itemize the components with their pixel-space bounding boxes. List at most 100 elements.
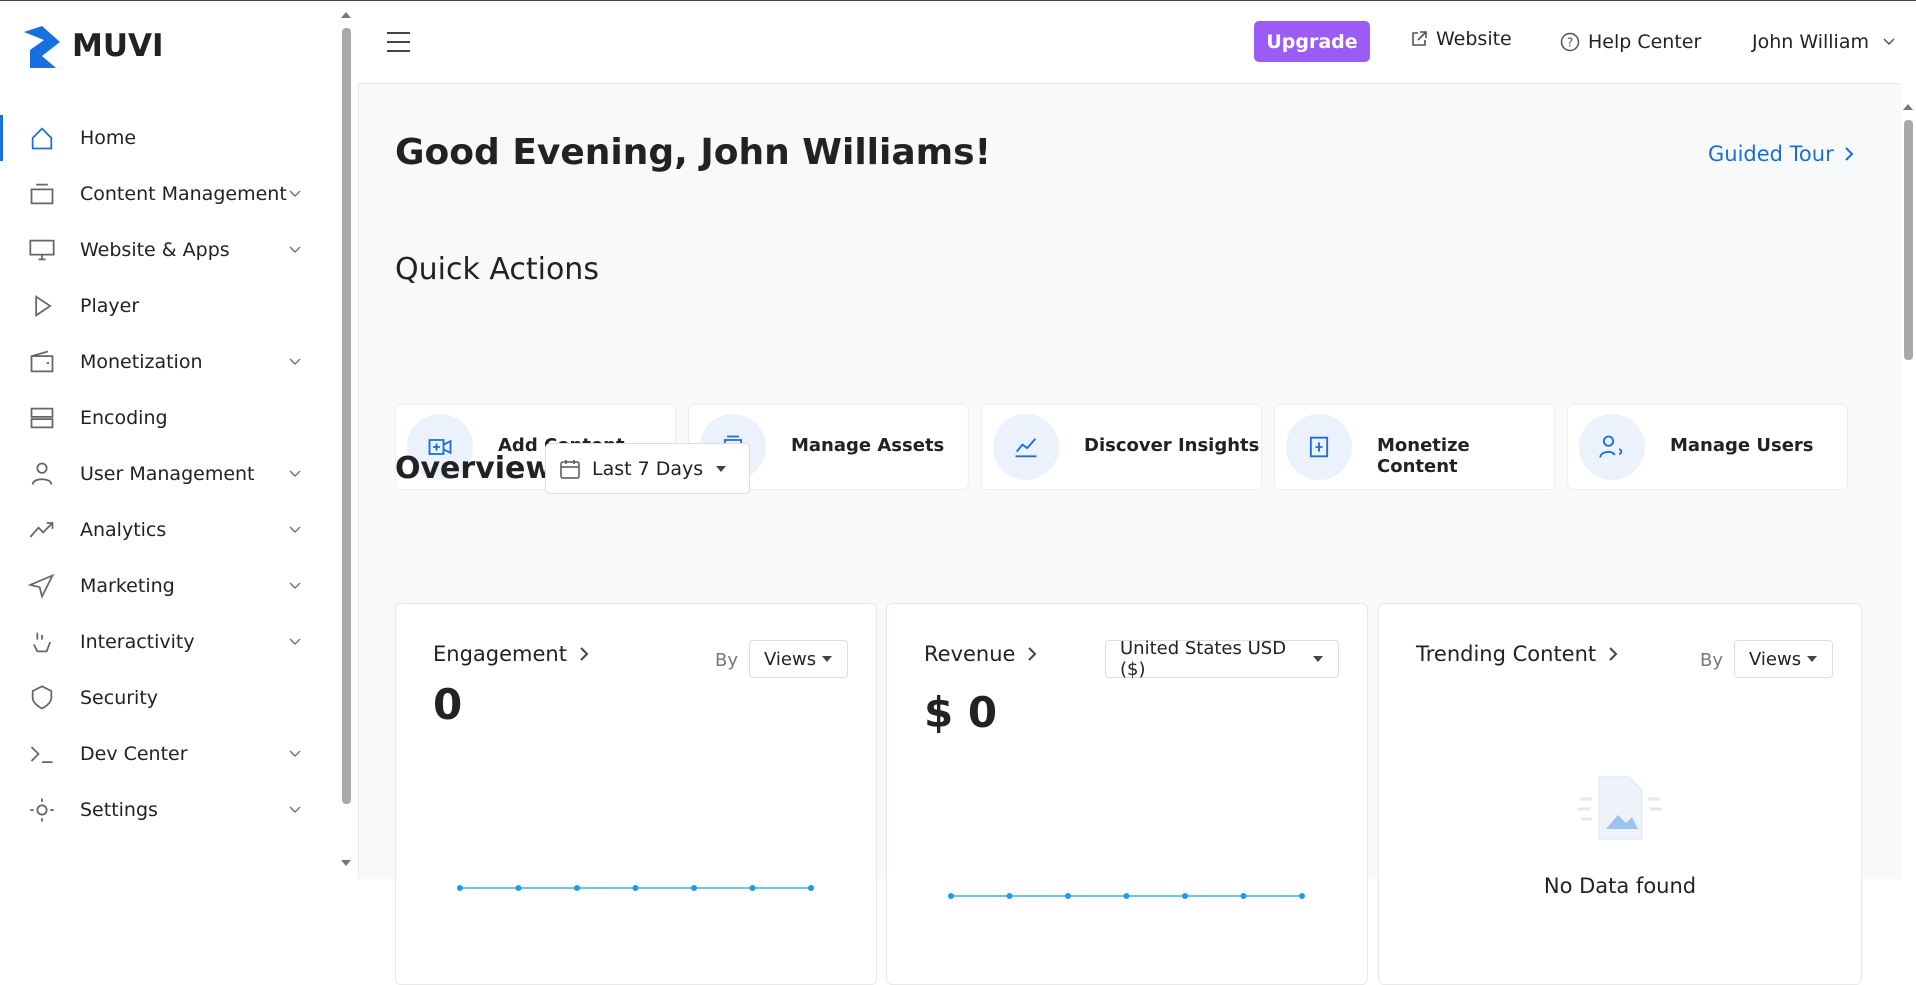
- nav-item[interactable]: Home: [0, 113, 330, 163]
- quick-action-card[interactable]: Manage Users: [1567, 404, 1848, 490]
- glyph-path: [1599, 435, 1623, 458]
- nav-item[interactable]: Security: [0, 673, 330, 723]
- quick-action-label: Manage Assets: [791, 435, 945, 456]
- trend-point: [749, 885, 756, 891]
- nav-item[interactable]: Analytics: [0, 505, 330, 555]
- help-text: Help Center: [1588, 31, 1702, 53]
- nav-icon-path: [30, 350, 54, 373]
- trend-chart: [948, 893, 1305, 899]
- trend-point: [1299, 893, 1305, 899]
- upgrade-button[interactable]: Upgrade: [1254, 21, 1370, 62]
- nav-icon: [29, 239, 55, 261]
- glyph-path: [1309, 436, 1329, 458]
- by-label: By: [715, 650, 739, 671]
- nav-label: Dev Center: [80, 743, 188, 765]
- card-title-link[interactable]: Engagement: [433, 642, 589, 666]
- quick-action-icon: [1579, 414, 1645, 480]
- mountain: [1606, 815, 1638, 829]
- nav-label: Website & Apps: [80, 239, 230, 261]
- trend-point: [691, 885, 697, 891]
- nav-icon: [31, 462, 53, 485]
- nav-icon-path: [31, 685, 53, 710]
- trend-point: [1123, 893, 1130, 899]
- nav-label: Player: [80, 295, 140, 317]
- nav-chevron: [289, 190, 301, 198]
- sidebar-scrollbar[interactable]: [340, 8, 352, 870]
- card-select[interactable]: Views: [749, 640, 848, 678]
- card-title: Engagement: [433, 642, 567, 666]
- main-scrollbar[interactable]: [1900, 96, 1916, 878]
- glyph-path: [1015, 438, 1037, 458]
- chevron-path: [289, 638, 301, 646]
- select-arrow: [1807, 656, 1817, 662]
- nav-chevron: [289, 526, 301, 534]
- nav-icon-path: [30, 746, 53, 764]
- nav-icon-path: [30, 407, 54, 429]
- chevron-path: [289, 806, 301, 814]
- nav-label: Monetization: [80, 351, 203, 373]
- nav-label: Content Management: [80, 183, 287, 205]
- arrow-path: [822, 656, 832, 662]
- quick-action-glyph: [1599, 435, 1623, 458]
- nav-item[interactable]: Website & Apps: [0, 225, 330, 275]
- by-label: By: [1700, 650, 1724, 671]
- nav-item[interactable]: Monetization: [0, 337, 330, 387]
- top-edge: [0, 0, 1916, 1]
- guided-tour[interactable]: Guided Tour: [1708, 142, 1854, 166]
- quick-action-card[interactable]: Discover Insights: [981, 404, 1262, 490]
- nav-icon-path: [29, 239, 55, 261]
- quick-action-icon: [1286, 414, 1352, 480]
- nav-icon: [28, 573, 55, 600]
- nav-label: Marketing: [80, 575, 175, 597]
- nav-item[interactable]: Dev Center: [0, 729, 330, 779]
- nav-icon: [30, 407, 54, 429]
- quick-action-glyph: [1015, 438, 1037, 458]
- nav-item[interactable]: User Management: [0, 449, 330, 499]
- overview-card: Trending Content By Views No Data found: [1378, 603, 1862, 985]
- nav-item[interactable]: Player: [0, 281, 330, 331]
- select-text: Views: [1749, 648, 1802, 670]
- card-title: Trending Content: [1416, 642, 1597, 666]
- trend-point: [1006, 893, 1013, 899]
- nav-chevron: [289, 470, 301, 478]
- quick-action-icon: [407, 414, 473, 480]
- quick-action-label: Manage Users: [1670, 435, 1814, 456]
- nav-item[interactable]: Settings: [0, 785, 330, 835]
- date-range-select[interactable]: Last 7 Days: [545, 443, 750, 494]
- menu-toggle[interactable]: [386, 30, 412, 54]
- quick-action-glyph: [428, 439, 452, 455]
- user-menu[interactable]: John William: [1752, 31, 1895, 53]
- nav-item[interactable]: Interactivity: [0, 617, 330, 667]
- nav-item[interactable]: Content Management: [0, 169, 330, 219]
- overview-title: Overview: [395, 451, 554, 486]
- nav-label: Security: [80, 687, 159, 709]
- nav-icon: [30, 350, 54, 373]
- nav-icon-path: [31, 462, 53, 485]
- trend-point: [808, 885, 814, 891]
- website-link[interactable]: Website: [1410, 28, 1512, 50]
- nav-item[interactable]: Marketing: [0, 561, 330, 611]
- card-value: $ 0: [924, 688, 998, 737]
- select-text: Views: [764, 648, 817, 670]
- card-title-link[interactable]: Trending Content: [1416, 642, 1618, 666]
- nav-label: Home: [80, 127, 137, 149]
- nav-label: Interactivity: [80, 631, 195, 653]
- trend-point: [1240, 893, 1247, 899]
- date-range-text: Last 7 Days: [592, 457, 704, 480]
- help-link[interactable]: ? Help Center: [1560, 31, 1701, 53]
- card-title-link[interactable]: Revenue: [924, 642, 1037, 666]
- nav-icon: [30, 746, 53, 764]
- card-select[interactable]: Views: [1734, 640, 1833, 678]
- guided-tour-text: Guided Tour: [1708, 142, 1834, 166]
- arrow-path: [1313, 656, 1324, 662]
- nav-icon-path: [30, 798, 54, 822]
- chevron-path: [580, 647, 589, 661]
- card-title: Revenue: [924, 642, 1016, 666]
- nav-icon: [30, 798, 54, 822]
- nav-chevron: [289, 358, 301, 366]
- card-select[interactable]: United States USD ($): [1105, 638, 1339, 680]
- nav-icon: [31, 685, 53, 710]
- nav-item[interactable]: Encoding: [0, 393, 330, 443]
- quick-action-card[interactable]: Monetize Content: [1274, 404, 1555, 490]
- chevron-path: [289, 470, 301, 478]
